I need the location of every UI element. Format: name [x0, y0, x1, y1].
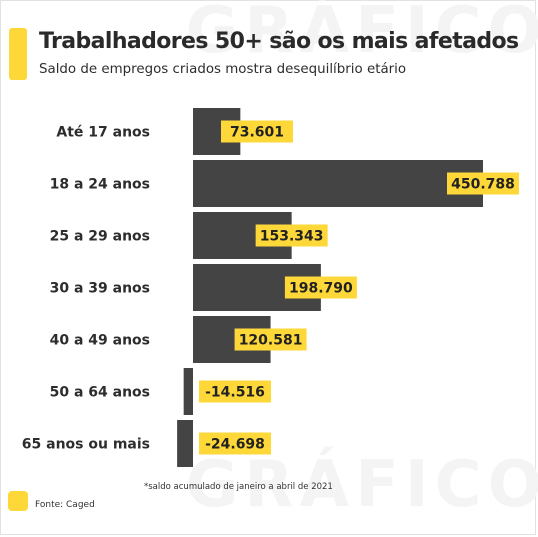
- value-label: 73.601: [230, 125, 284, 141]
- value-label: 120.581: [239, 333, 303, 349]
- value-label: 153.343: [260, 229, 324, 245]
- chart-subtitle: Saldo de empregos criados mostra desequi…: [39, 62, 407, 77]
- footnote: *saldo acumulado de janeiro a abril de 2…: [144, 482, 333, 492]
- value-label-bg: [284, 276, 357, 299]
- source-text: Fonte: Caged: [35, 500, 95, 510]
- bar: [177, 420, 193, 467]
- title-accent-bar: [9, 28, 27, 80]
- category-label: 25 a 29 anos: [50, 229, 150, 245]
- value-label-bg: [234, 328, 307, 351]
- value-label-bg: [221, 120, 293, 143]
- category-label: 65 anos ou mais: [22, 437, 150, 453]
- value-label-bg: [199, 432, 271, 455]
- category-label: 50 a 64 anos: [50, 385, 150, 401]
- value-label-bg: [255, 224, 328, 247]
- value-label: -24.698: [205, 437, 265, 453]
- value-label: 450.788: [451, 177, 515, 193]
- bar-chart: Até 17 anos 73.601 18 a 24 anos 450.788 25 a…: [22, 108, 519, 467]
- value-label-bg: [447, 172, 519, 195]
- chart-title: Trabalhadores 50+ são os mais afetados: [39, 29, 519, 54]
- bar: [193, 160, 483, 207]
- value-label: 198.790: [289, 281, 353, 297]
- category-label: Até 17 anos: [56, 125, 150, 141]
- bar: [183, 368, 193, 415]
- category-label: 18 a 24 anos: [50, 177, 150, 193]
- category-label: 30 a 39 anos: [50, 281, 150, 297]
- value-label-bg: [199, 380, 271, 403]
- value-label: -14.516: [205, 385, 265, 401]
- category-label: 40 a 49 anos: [50, 333, 150, 349]
- source-accent-mark: [8, 491, 28, 511]
